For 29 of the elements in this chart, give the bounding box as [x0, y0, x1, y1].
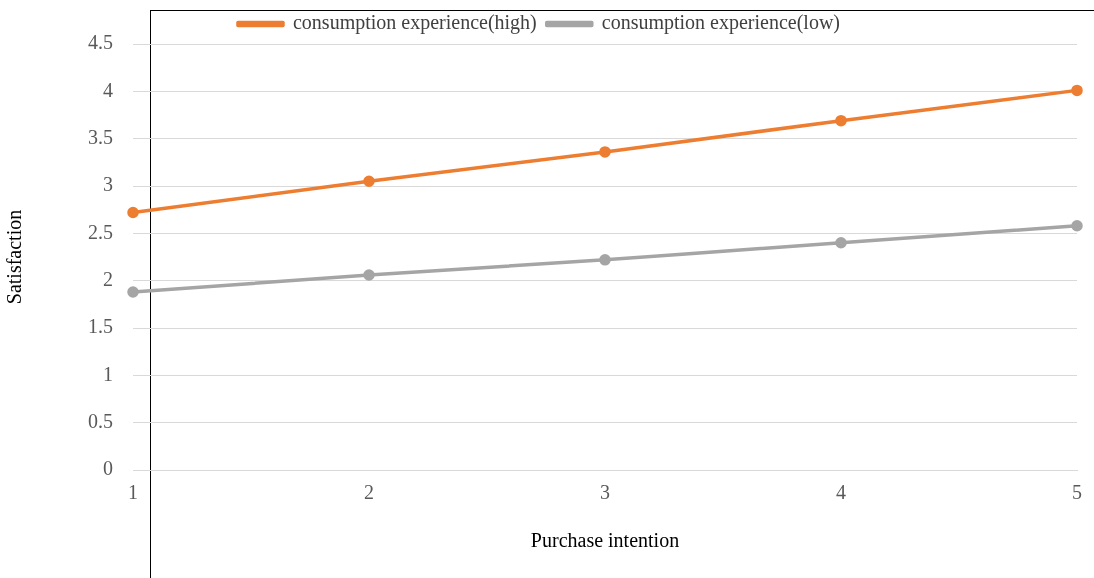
y-tick-label: 2	[103, 267, 113, 290]
point	[363, 175, 375, 188]
y-tick-label: 0.5	[88, 409, 113, 432]
x-tick-label: 3	[600, 481, 610, 504]
y-tick-label: 1	[103, 362, 113, 385]
x-axis-title: Purchase intention	[530, 529, 680, 552]
point	[599, 146, 611, 158]
y-tick-label: 3	[103, 173, 113, 196]
y-axis-title: Satisfaction	[3, 209, 26, 305]
y-tick-label: 0	[103, 457, 113, 480]
x-tick-label: 2	[364, 481, 374, 504]
point	[127, 206, 139, 219]
x-tick-label: 5	[1072, 481, 1082, 504]
y-tick-label: 1.5	[88, 315, 113, 338]
x-tick-label: 1	[128, 481, 138, 504]
x-tick-label: 4	[836, 481, 846, 504]
y-tick-label: 4.5	[88, 31, 113, 54]
y-tick-label: 3.5	[88, 125, 113, 148]
legend-label: consumption experience(low)	[601, 11, 841, 35]
point	[127, 286, 139, 298]
point	[1071, 220, 1083, 232]
point	[599, 254, 611, 266]
y-tick-label: 4	[103, 78, 113, 101]
point	[835, 237, 847, 249]
point	[363, 269, 375, 281]
point	[1071, 84, 1083, 97]
legend-label: consumption experience(high)	[292, 11, 537, 35]
point	[835, 114, 847, 127]
y-tick-label: 2.5	[88, 220, 113, 243]
